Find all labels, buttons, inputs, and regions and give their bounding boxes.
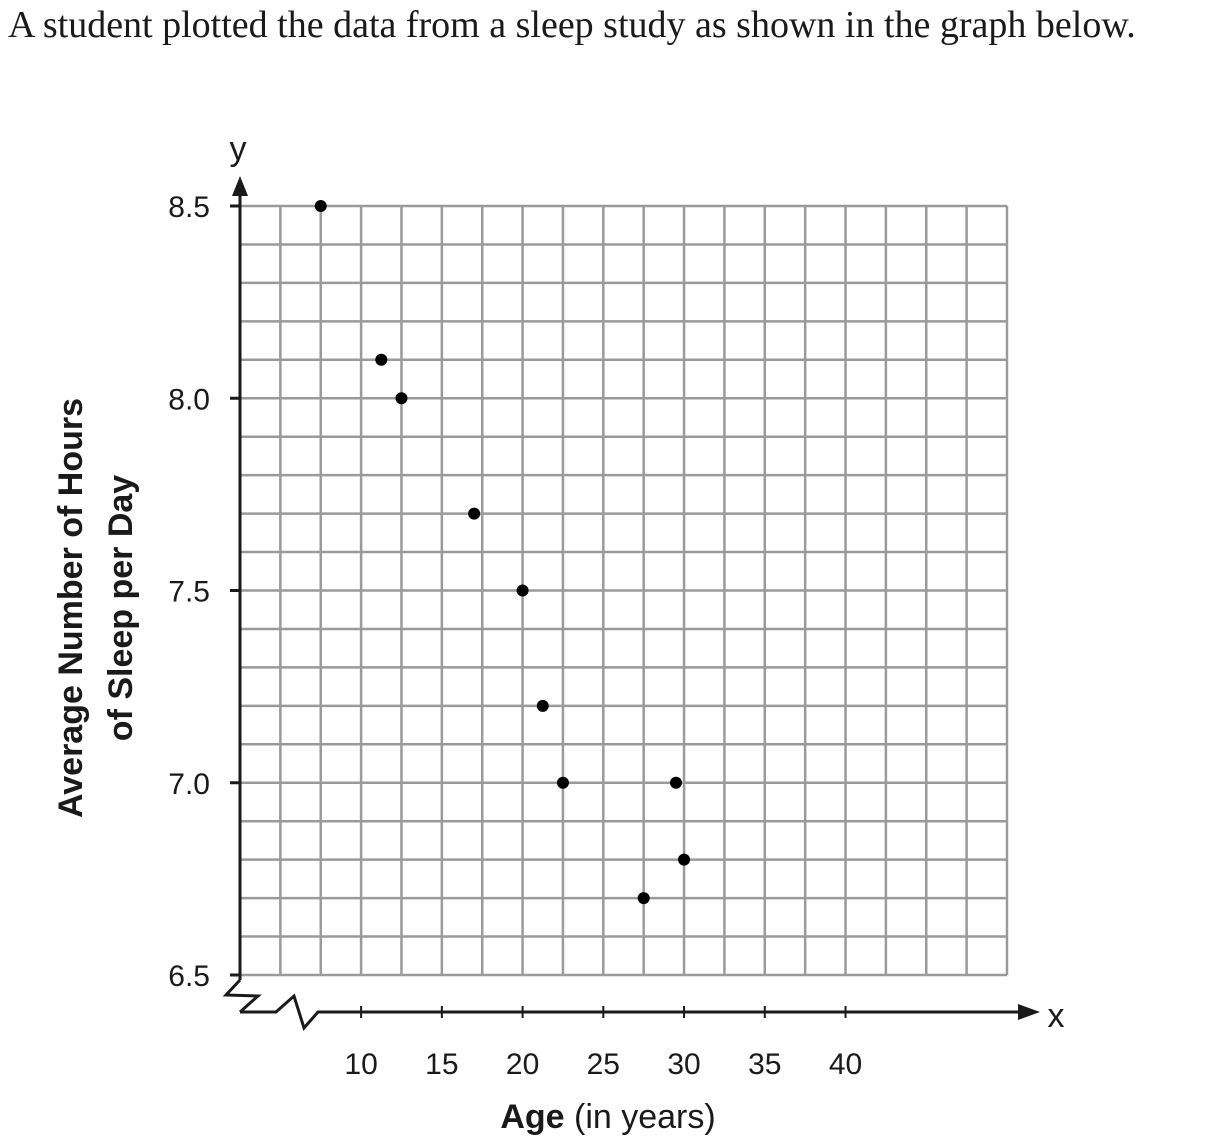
y-axis-title-line2: of Sleep per Day: [102, 475, 140, 742]
x-tick-label: 15: [425, 1048, 458, 1081]
x-tick-label: 30: [667, 1048, 700, 1081]
x-axis-line: [240, 993, 1022, 1032]
y-tick-label: 7.0: [168, 768, 210, 801]
data-point: [395, 392, 408, 405]
x-axis-title: Age (in years): [500, 1098, 715, 1136]
data-points: [314, 200, 691, 905]
y-axis-letter: y: [230, 130, 247, 168]
y-tick-label: 8.5: [168, 191, 210, 224]
y-axis-break: [222, 978, 262, 1014]
x-axis-title-rest: (in years): [565, 1098, 716, 1136]
x-tick-label: 20: [506, 1048, 539, 1081]
data-point: [375, 353, 388, 366]
intro-text: A student plotted the data from a sleep …: [8, 4, 1136, 46]
y-axis-title-line1: Average Number of Hours: [52, 398, 90, 818]
tick-labels: 6.5 7.0 7.5 8.0 8.5 10 15 20 25 30 35 40: [168, 191, 862, 1081]
y-tick-label: 6.5: [168, 960, 210, 993]
data-point: [556, 776, 569, 789]
data-point: [637, 892, 650, 905]
data-point: [314, 200, 327, 212]
y-axis-title: Average Number of Hours of Sleep per Day: [52, 398, 140, 818]
y-tick-label: 7.5: [168, 576, 210, 609]
axes: [222, 176, 1040, 1032]
x-axis-letter: x: [1048, 997, 1065, 1035]
data-point: [516, 584, 529, 597]
data-point: [536, 699, 549, 712]
data-point: [669, 776, 682, 789]
data-point: [678, 853, 691, 866]
x-axis-arrow: [1018, 1004, 1040, 1020]
x-tick-label: 35: [748, 1048, 781, 1081]
data-point: [468, 507, 481, 520]
x-tick-label: 40: [829, 1048, 862, 1081]
x-axis-title-bold: Age: [500, 1098, 564, 1136]
x-tick-label: 25: [587, 1048, 620, 1081]
y-axis-arrow: [232, 176, 248, 196]
y-tick-label: 8.0: [168, 383, 210, 416]
x-tick-label: 10: [344, 1048, 377, 1081]
grid-lines: [238, 204, 1009, 977]
